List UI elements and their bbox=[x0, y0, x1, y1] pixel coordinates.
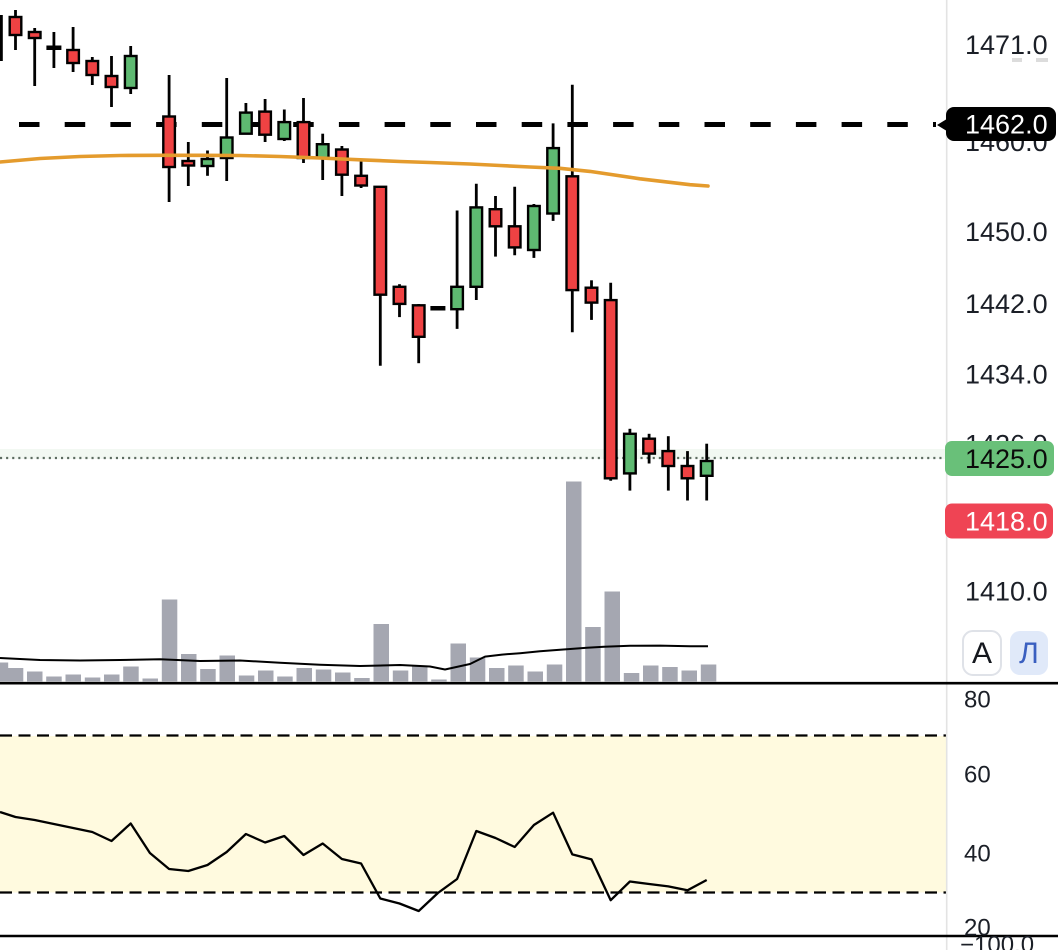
svg-text:1450.0: 1450.0 bbox=[965, 217, 1048, 247]
svg-text:1462.0: 1462.0 bbox=[965, 110, 1048, 140]
svg-text:1418.0: 1418.0 bbox=[965, 507, 1048, 537]
svg-text:1425.0: 1425.0 bbox=[965, 444, 1048, 474]
svg-text:Л: Л bbox=[1019, 637, 1039, 670]
svg-text:1442.0: 1442.0 bbox=[965, 289, 1048, 319]
svg-text:1434.0: 1434.0 bbox=[965, 360, 1048, 390]
svg-text:40: 40 bbox=[964, 841, 991, 868]
svg-text:A: A bbox=[972, 637, 992, 670]
svg-text:−100.0: −100.0 bbox=[960, 932, 1034, 950]
svg-text:80: 80 bbox=[964, 687, 991, 714]
svg-text:20: 20 bbox=[964, 915, 991, 942]
svg-text:60: 60 bbox=[964, 762, 991, 789]
svg-text:1471.0: 1471.0 bbox=[965, 30, 1048, 60]
svg-text:1410.0: 1410.0 bbox=[965, 577, 1048, 607]
